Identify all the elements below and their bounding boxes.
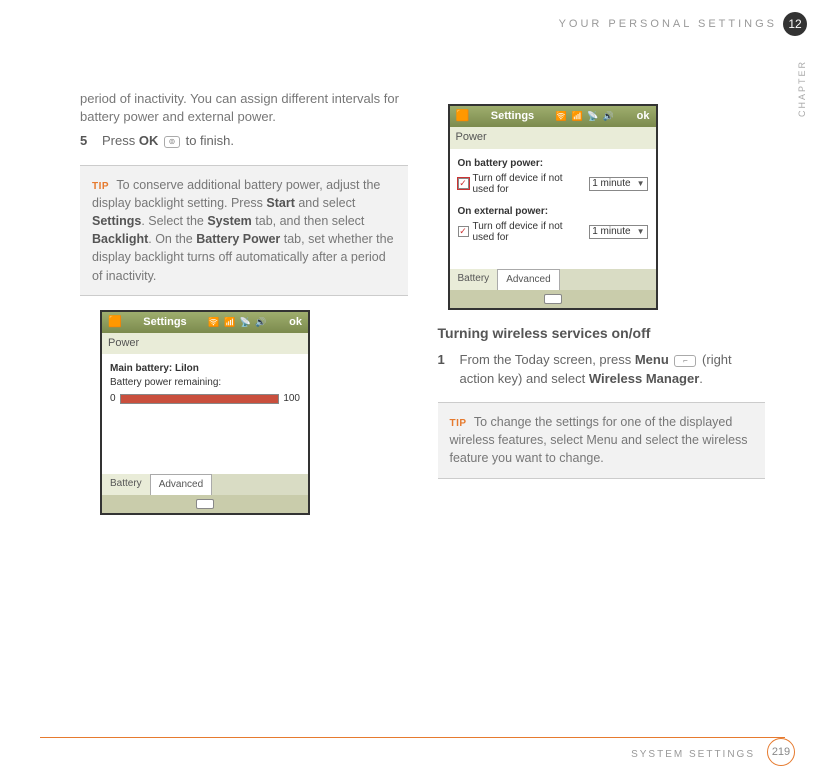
battery-power-group: On battery power: ✓ Turn off device if n… bbox=[458, 157, 648, 195]
tab-advanced[interactable]: Advanced bbox=[151, 474, 212, 495]
ok-soft-button[interactable]: ok bbox=[289, 315, 302, 330]
step-number: 5 bbox=[80, 132, 102, 150]
remaining-label: Battery power remaining: bbox=[110, 376, 300, 390]
device-tabs: Battery Advanced bbox=[102, 474, 308, 495]
t: Press bbox=[102, 133, 139, 148]
chapter-number-badge: 12 bbox=[783, 12, 807, 36]
status-icons: 🛜 📶 📡 🔊 bbox=[556, 110, 615, 123]
device-screenshot-battery: 🟧 Settings 🛜 📶 📡 🔊 ok Power Main battery… bbox=[100, 310, 310, 516]
dropdown-value: 1 minute bbox=[592, 225, 630, 239]
group-row: ✓ Turn off device if not used for 1 minu… bbox=[458, 221, 648, 243]
progress-max: 100 bbox=[283, 392, 300, 406]
dropdown-value: 1 minute bbox=[592, 177, 630, 191]
t: OK bbox=[139, 133, 159, 148]
device-body: On battery power: ✓ Turn off device if n… bbox=[450, 149, 656, 269]
footer-section: SYSTEM SETTINGS bbox=[631, 749, 755, 760]
step-1: 1 From the Today screen, press Menu ⌐ (r… bbox=[438, 351, 766, 387]
device-footer bbox=[450, 290, 656, 308]
keyboard-icon[interactable] bbox=[196, 499, 214, 509]
t: Backlight bbox=[92, 232, 148, 246]
ok-key-icon: ⊚ bbox=[164, 136, 180, 148]
t: Battery Power bbox=[196, 232, 280, 246]
window-flag-icon: 🟧 bbox=[108, 315, 122, 330]
device-body: Main battery: LiIon Battery power remain… bbox=[102, 354, 308, 474]
tab-battery[interactable]: Battery bbox=[102, 474, 151, 495]
battery-progress: 0 100 bbox=[110, 392, 300, 406]
section-title-wireless: Turning wireless services on/off bbox=[438, 324, 766, 344]
action-key-icon: ⌐ bbox=[674, 355, 696, 367]
content-columns: period of inactivity. You can assign dif… bbox=[80, 90, 765, 529]
device-title: Settings bbox=[491, 109, 534, 124]
t: Start bbox=[266, 196, 294, 210]
checkbox-battery[interactable]: ✓ bbox=[458, 178, 469, 189]
checkbox-label: Turn off device if not used for bbox=[473, 173, 586, 195]
t: Menu bbox=[635, 352, 669, 367]
t: tab, and then select bbox=[252, 214, 365, 228]
tip-box-wireless: TIP To change the settings for one of th… bbox=[438, 402, 766, 479]
step-text: Press OK ⊚ to finish. bbox=[102, 132, 234, 150]
group-label: On external power: bbox=[458, 205, 648, 219]
t: . On the bbox=[148, 232, 196, 246]
window-flag-icon: 🟧 bbox=[456, 109, 470, 124]
progress-min: 0 bbox=[110, 392, 116, 406]
page-number: 219 bbox=[767, 738, 795, 766]
left-column: period of inactivity. You can assign dif… bbox=[80, 90, 408, 529]
device-titlebar: 🟧 Settings 🛜 📶 📡 🔊 ok bbox=[450, 106, 656, 127]
ok-soft-button[interactable]: ok bbox=[637, 109, 650, 124]
external-power-group: On external power: ✓ Turn off device if … bbox=[458, 205, 648, 243]
device-subtitle: Power bbox=[450, 127, 656, 148]
right-column: 🟧 Settings 🛜 📶 📡 🔊 ok Power On battery p… bbox=[438, 90, 766, 529]
keyboard-icon[interactable] bbox=[544, 294, 562, 304]
checkbox-external[interactable]: ✓ bbox=[458, 226, 469, 237]
t: From the Today screen, press bbox=[460, 352, 635, 367]
t: Wireless Manager bbox=[589, 371, 699, 386]
device-subtitle: Power bbox=[102, 333, 308, 354]
tab-advanced[interactable]: Advanced bbox=[498, 269, 559, 290]
header-breadcrumb: YOUR PERSONAL SETTINGS bbox=[559, 18, 777, 30]
t: System bbox=[207, 214, 251, 228]
main-battery-line: Main battery: LiIon bbox=[110, 362, 300, 376]
step-text: From the Today screen, press Menu ⌐ (rig… bbox=[460, 351, 766, 387]
step-number: 1 bbox=[438, 351, 460, 387]
t: Settings bbox=[92, 214, 141, 228]
tip-box-backlight: TIP To conserve additional battery power… bbox=[80, 165, 408, 296]
t: . Select the bbox=[141, 214, 207, 228]
intro-text: period of inactivity. You can assign dif… bbox=[80, 90, 408, 126]
dropdown-battery-timeout[interactable]: 1 minute ▼ bbox=[589, 177, 647, 191]
t: to finish. bbox=[182, 133, 234, 148]
device-tabs: Battery Advanced bbox=[450, 269, 656, 290]
progress-bar bbox=[120, 394, 280, 404]
device-footer bbox=[102, 495, 308, 513]
step-5: 5 Press OK ⊚ to finish. bbox=[80, 132, 408, 150]
tip-label: TIP bbox=[92, 181, 109, 192]
chevron-down-icon: ▼ bbox=[637, 226, 645, 237]
checkbox-label: Turn off device if not used for bbox=[473, 221, 586, 243]
dropdown-external-timeout[interactable]: 1 minute ▼ bbox=[589, 225, 647, 239]
t: . bbox=[699, 371, 703, 386]
chevron-down-icon: ▼ bbox=[637, 178, 645, 189]
footer-rule bbox=[40, 737, 785, 738]
device-title: Settings bbox=[143, 315, 186, 330]
chapter-label: CHAPTER bbox=[797, 60, 807, 117]
tip-label: TIP bbox=[450, 418, 467, 429]
status-icons: 🛜 📶 📡 🔊 bbox=[208, 316, 267, 329]
group-row: ✓ Turn off device if not used for 1 minu… bbox=[458, 173, 648, 195]
tip-text: To change the settings for one of the di… bbox=[450, 415, 748, 466]
group-label: On battery power: bbox=[458, 157, 648, 171]
device-screenshot-power: 🟧 Settings 🛜 📶 📡 🔊 ok Power On battery p… bbox=[448, 104, 658, 310]
t: and select bbox=[295, 196, 355, 210]
device-titlebar: 🟧 Settings 🛜 📶 📡 🔊 ok bbox=[102, 312, 308, 333]
tab-battery[interactable]: Battery bbox=[450, 269, 499, 290]
